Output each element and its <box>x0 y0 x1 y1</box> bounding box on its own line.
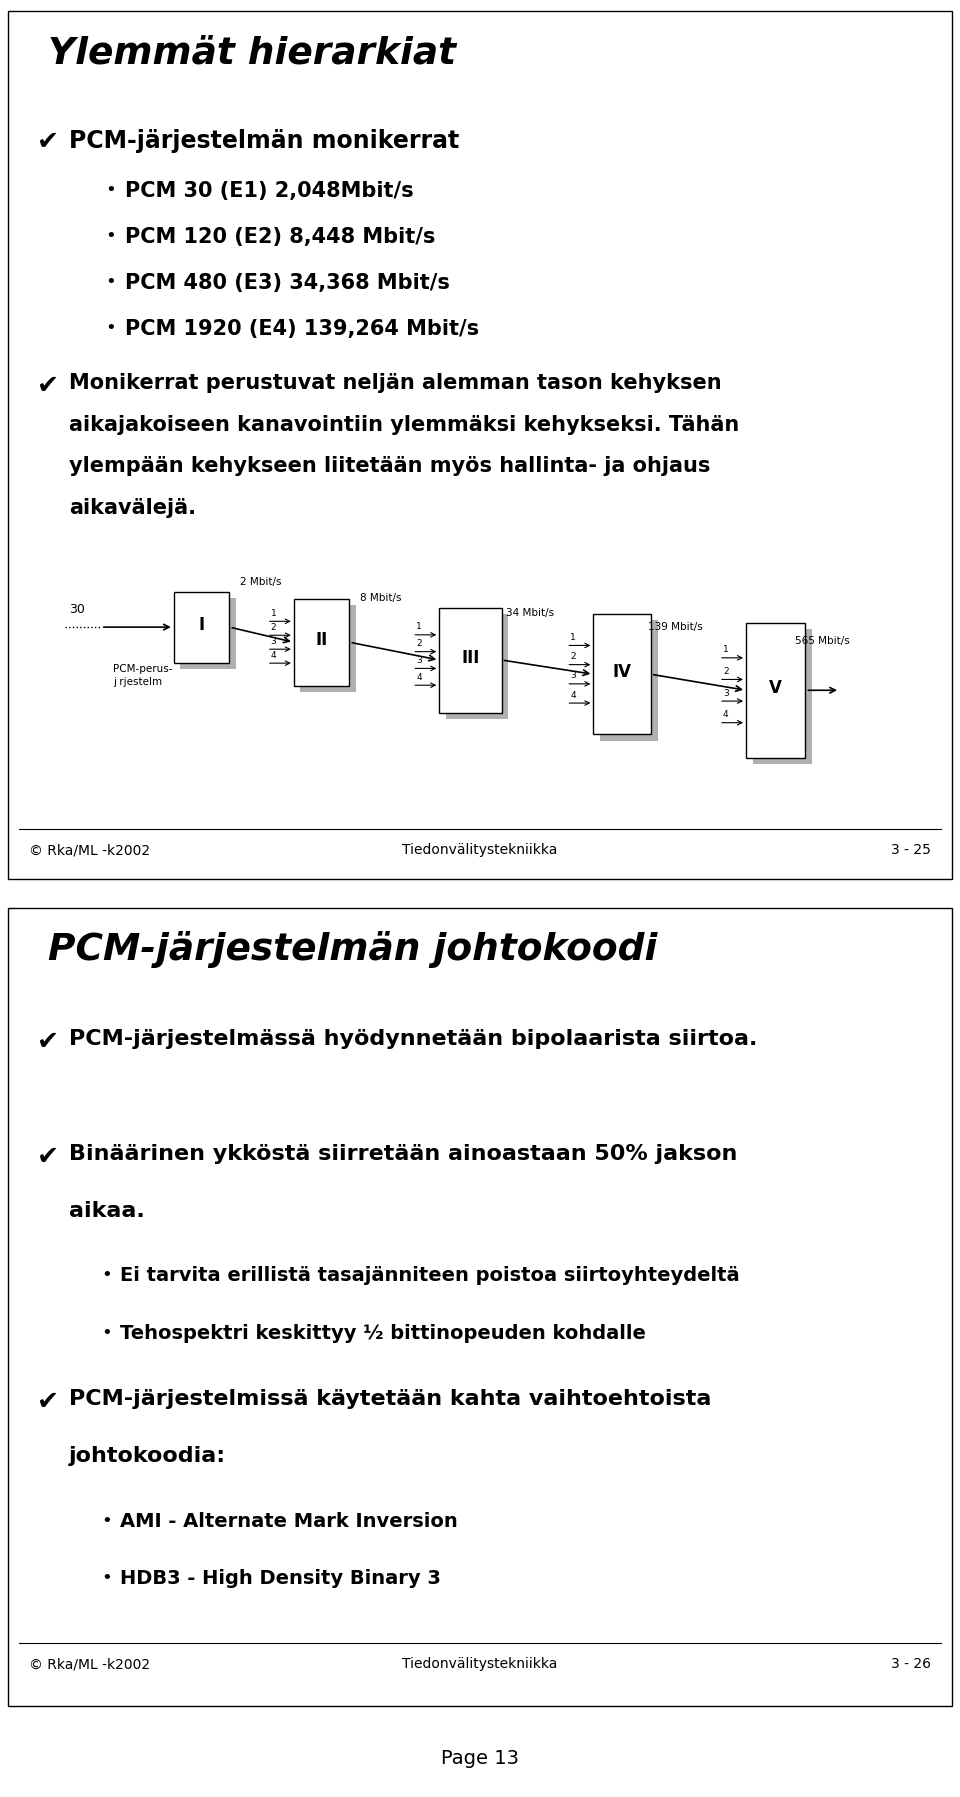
Bar <box>600 620 658 740</box>
Text: 4: 4 <box>271 651 276 659</box>
Text: •: • <box>101 1267 111 1285</box>
Text: 2: 2 <box>723 667 729 676</box>
Text: 4: 4 <box>416 672 421 681</box>
Bar <box>294 598 349 686</box>
Bar <box>180 598 236 668</box>
Text: •: • <box>101 1324 111 1342</box>
Text: 3: 3 <box>570 672 576 681</box>
Text: I: I <box>199 616 204 634</box>
Text: •: • <box>106 180 116 199</box>
Text: PCM 480 (E3) 34,368 Mbit/s: PCM 480 (E3) 34,368 Mbit/s <box>125 273 449 293</box>
Text: ylempään kehykseen liitetään myös hallinta- ja ohjaus: ylempään kehykseen liitetään myös hallin… <box>69 456 710 476</box>
Text: III: III <box>461 649 480 667</box>
Text: Tiedonvälitystekniikka: Tiedonvälitystekniikka <box>402 1657 558 1671</box>
Text: PCM-järjestelmän johtokoodi: PCM-järjestelmän johtokoodi <box>48 931 658 969</box>
Text: •: • <box>106 320 116 338</box>
Text: AMI - Alternate Mark Inversion: AMI - Alternate Mark Inversion <box>120 1511 458 1531</box>
Bar <box>440 607 501 712</box>
Bar <box>746 622 805 758</box>
Text: ✔: ✔ <box>36 372 59 399</box>
Text: HDB3 - High Density Binary 3: HDB3 - High Density Binary 3 <box>120 1569 441 1589</box>
Text: 2: 2 <box>570 652 576 661</box>
Text: 3: 3 <box>271 636 276 645</box>
Text: •: • <box>106 226 116 244</box>
Text: Tehospektri keskittyy ½ bittinopeuden kohdalle: Tehospektri keskittyy ½ bittinopeuden ko… <box>120 1324 646 1342</box>
Text: PCM-perus-
j rjestelm: PCM-perus- j rjestelm <box>113 665 173 686</box>
Text: PCM-järjestelmässä hyödynnetään bipolaarista siirtoa.: PCM-järjestelmässä hyödynnetään bipolaar… <box>69 1030 757 1049</box>
Text: 3 - 25: 3 - 25 <box>891 843 931 857</box>
Text: © Rka/ML -k2002: © Rka/ML -k2002 <box>29 1657 150 1671</box>
Text: aikajakoiseen kanavointiin ylemmäksi kehykseksi. Tähän: aikajakoiseen kanavointiin ylemmäksi keh… <box>69 415 739 435</box>
Text: 3 - 26: 3 - 26 <box>891 1657 931 1671</box>
Text: johtokoodia:: johtokoodia: <box>69 1447 227 1466</box>
Bar <box>445 615 509 719</box>
Text: aikavälejä.: aikavälejä. <box>69 498 196 518</box>
Text: 3: 3 <box>723 688 729 697</box>
Text: Page 13: Page 13 <box>441 1748 519 1768</box>
Text: 565 Mbit/s: 565 Mbit/s <box>795 636 850 645</box>
Text: 8 Mbit/s: 8 Mbit/s <box>360 593 401 604</box>
Bar <box>593 615 651 735</box>
Text: 1: 1 <box>271 609 276 618</box>
Bar <box>174 591 229 663</box>
Text: PCM 30 (E1) 2,048Mbit/s: PCM 30 (E1) 2,048Mbit/s <box>125 180 414 201</box>
Text: Ylemmät hierarkiat: Ylemmät hierarkiat <box>48 36 456 72</box>
Text: 1: 1 <box>416 622 421 631</box>
Text: PCM-järjestelmissä käytetään kahta vaihtoehtoista: PCM-järjestelmissä käytetään kahta vaiht… <box>69 1389 711 1409</box>
Text: Ei tarvita erillistä tasajänniteen poistoa siirtoyhteydeltä: Ei tarvita erillistä tasajänniteen poist… <box>120 1267 739 1285</box>
Text: 2: 2 <box>416 640 421 649</box>
Text: ✔: ✔ <box>36 1145 59 1170</box>
Text: •: • <box>101 1511 111 1529</box>
Text: Tiedonvälitystekniikka: Tiedonvälitystekniikka <box>402 843 558 857</box>
Bar <box>300 606 356 692</box>
Text: Monikerrat perustuvat neljän alemman tason kehyksen: Monikerrat perustuvat neljän alemman tas… <box>69 372 722 394</box>
Text: II: II <box>316 631 327 649</box>
Text: PCM 1920 (E4) 139,264 Mbit/s: PCM 1920 (E4) 139,264 Mbit/s <box>125 320 479 340</box>
Text: •: • <box>106 273 116 291</box>
Text: 30: 30 <box>69 604 85 616</box>
Text: Binäärinen ykköstä siirretään ainoastaan 50% jakson: Binäärinen ykköstä siirretään ainoastaan… <box>69 1145 737 1164</box>
Text: 34 Mbit/s: 34 Mbit/s <box>506 607 554 618</box>
Text: 4: 4 <box>570 690 576 699</box>
Text: ✔: ✔ <box>36 1389 59 1414</box>
Text: 4: 4 <box>723 710 729 719</box>
Text: ✔: ✔ <box>36 1030 59 1055</box>
Text: PCM-järjestelmän monikerrat: PCM-järjestelmän monikerrat <box>69 129 460 153</box>
Text: 1: 1 <box>570 633 576 642</box>
Text: IV: IV <box>612 663 632 681</box>
Bar <box>753 629 812 764</box>
Text: PCM 120 (E2) 8,448 Mbit/s: PCM 120 (E2) 8,448 Mbit/s <box>125 226 435 246</box>
Text: aikaa.: aikaa. <box>69 1200 145 1220</box>
Text: 2: 2 <box>271 624 276 633</box>
Text: •: • <box>101 1569 111 1587</box>
Text: 2 Mbit/s: 2 Mbit/s <box>240 577 281 588</box>
Text: V: V <box>769 679 782 697</box>
Text: ✔: ✔ <box>36 129 59 155</box>
Text: © Rka/ML -k2002: © Rka/ML -k2002 <box>29 843 150 857</box>
Text: 139 Mbit/s: 139 Mbit/s <box>648 622 703 631</box>
Text: 1: 1 <box>723 645 729 654</box>
Text: 3: 3 <box>416 656 421 665</box>
